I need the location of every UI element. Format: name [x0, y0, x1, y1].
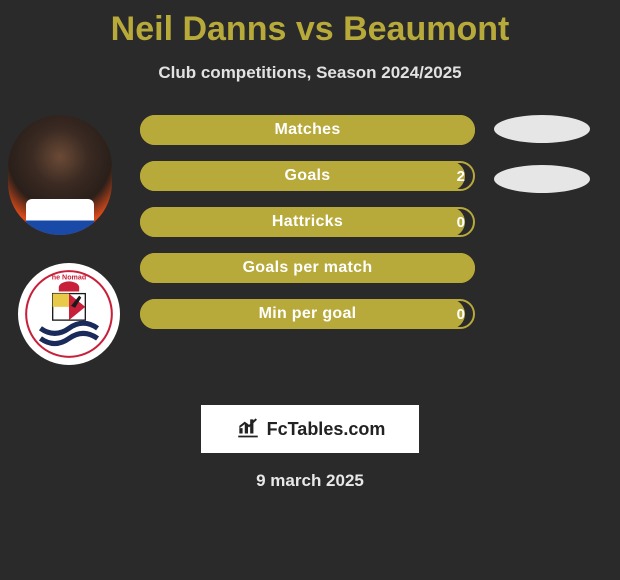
- chart-icon: [235, 414, 261, 445]
- player-avatar: [8, 115, 112, 235]
- stat-bar-value: 0: [457, 299, 465, 329]
- stat-bar-value: 0: [457, 207, 465, 237]
- stat-bar-row: Goals2: [140, 161, 475, 191]
- brand-badge: FcTables.com: [201, 405, 419, 453]
- stat-bar-label: Goals per match: [140, 253, 475, 283]
- stat-bar-value: 2: [457, 161, 465, 191]
- stat-bar-row: Matches: [140, 115, 475, 145]
- stat-bar-row: Hattricks0: [140, 207, 475, 237]
- page-subtitle: Club competitions, Season 2024/2025: [0, 63, 620, 83]
- comparison-panel: he Nomad MatchesGoals2Hattricks0Goals pe…: [0, 115, 620, 365]
- stat-bars: MatchesGoals2Hattricks0Goals per matchMi…: [140, 115, 475, 345]
- club-badge: he Nomad: [18, 263, 120, 365]
- stat-bar-row: Goals per match: [140, 253, 475, 283]
- stat-bar-label: Goals: [140, 161, 475, 191]
- stat-bar-row: Min per goal0: [140, 299, 475, 329]
- brand-text: FcTables.com: [267, 419, 386, 440]
- comparison-oval: [494, 115, 590, 143]
- page-title: Neil Danns vs Beaumont: [0, 0, 620, 49]
- stat-bar-label: Hattricks: [140, 207, 475, 237]
- stat-bar-label: Min per goal: [140, 299, 475, 329]
- stat-bar-label: Matches: [140, 115, 475, 145]
- svg-text:he Nomad: he Nomad: [52, 273, 86, 281]
- comparison-oval: [494, 165, 590, 193]
- date-label: 9 march 2025: [0, 471, 620, 491]
